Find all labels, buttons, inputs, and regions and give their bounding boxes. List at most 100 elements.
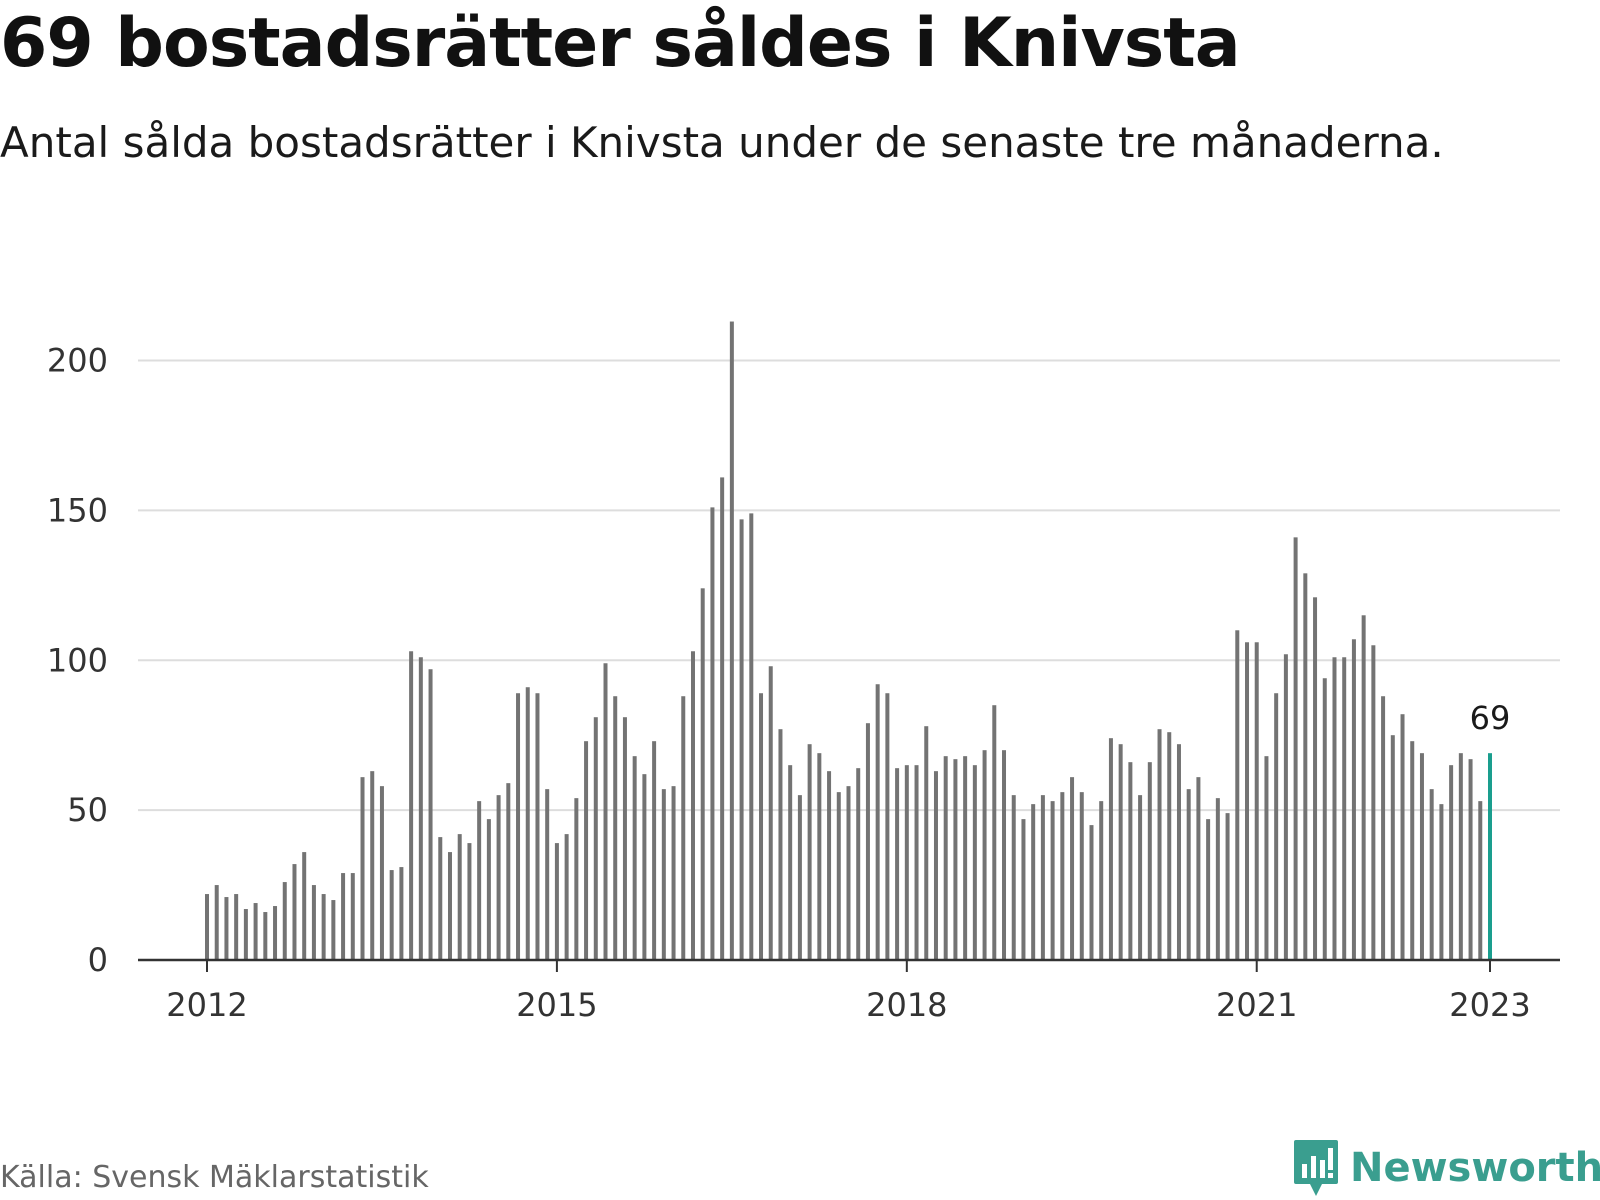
chart-title: 69 bostadsrätter såldes i Knivsta [0, 4, 1241, 83]
bar [1293, 537, 1298, 960]
bar [1050, 801, 1055, 960]
bar [963, 756, 968, 960]
x-tick-label: 2021 [1216, 986, 1297, 1024]
bar [1215, 798, 1220, 960]
bar [1031, 804, 1036, 960]
bar [321, 894, 326, 960]
bar [1225, 813, 1230, 960]
bar [1371, 645, 1376, 960]
bar [1206, 819, 1211, 960]
bar [273, 906, 278, 960]
bar [1138, 795, 1143, 960]
bar [778, 729, 783, 960]
x-tick-label: 2015 [516, 986, 597, 1024]
bar [1099, 801, 1104, 960]
bar [768, 666, 773, 960]
bar [807, 744, 812, 960]
y-tick-label: 0 [88, 941, 108, 979]
bar [409, 651, 414, 960]
bar [302, 852, 307, 960]
bar [341, 873, 346, 960]
bar [992, 705, 997, 960]
bar [399, 867, 404, 960]
bar [1439, 804, 1444, 960]
bar [759, 693, 764, 960]
bar [1245, 642, 1250, 960]
bar [720, 477, 725, 960]
y-tick-label: 150 [47, 491, 108, 529]
y-tick-label: 100 [47, 641, 108, 679]
bar [1079, 792, 1084, 960]
source-note: Källa: Svensk Mäklarstatistik [0, 1160, 429, 1195]
bar [1351, 639, 1356, 960]
bar [642, 774, 647, 960]
bar [817, 753, 822, 960]
bar [1449, 765, 1454, 960]
bar [331, 900, 336, 960]
bar [885, 693, 890, 960]
bar [360, 777, 365, 960]
bar [234, 894, 239, 960]
bars [205, 321, 1492, 961]
bar [486, 819, 491, 960]
bar [1108, 738, 1113, 960]
brand-name: Newsworthy [1350, 1145, 1600, 1191]
bar [292, 864, 297, 960]
bar-highlight [1488, 753, 1492, 960]
bar [690, 651, 695, 960]
bar [924, 726, 929, 960]
bar [584, 741, 589, 960]
bar [506, 783, 511, 960]
bar [671, 786, 676, 960]
bar [1381, 696, 1386, 960]
bar [1147, 762, 1152, 960]
bar [467, 843, 472, 960]
bar [1040, 795, 1045, 960]
bar [214, 885, 219, 960]
bar [1303, 573, 1308, 960]
bar [311, 885, 316, 960]
x-tick-label: 2023 [1449, 986, 1530, 1024]
gridlines [138, 359, 1560, 812]
bar [953, 759, 958, 960]
bar [1342, 657, 1347, 960]
bar [914, 765, 919, 960]
bar [1400, 714, 1405, 960]
bar [263, 912, 268, 960]
bar [632, 756, 637, 960]
bar [1410, 741, 1415, 960]
bar [827, 771, 832, 960]
bar [1002, 750, 1007, 960]
bar [457, 834, 462, 960]
bar [1186, 789, 1191, 960]
bar [972, 765, 977, 960]
bar [603, 663, 608, 960]
bar [1429, 789, 1434, 960]
bar [1196, 777, 1201, 960]
bar [1274, 693, 1279, 960]
bar [554, 843, 559, 960]
bar [749, 513, 754, 960]
chart-subtitle: Antal sålda bostadsrätter i Knivsta unde… [0, 118, 1444, 167]
bar [652, 741, 657, 960]
brand-logo[interactable]: Newsworthy [1292, 1138, 1600, 1198]
bar [1118, 744, 1123, 960]
axes: 0 50 100 150 200 69 2012 2015 2018 2021 2023 [47, 342, 1560, 1024]
bar [1128, 762, 1133, 960]
bar [525, 687, 530, 960]
bar [1060, 792, 1065, 960]
bar [1313, 597, 1318, 960]
bar [710, 507, 715, 960]
bar [846, 786, 851, 960]
bar [1419, 753, 1424, 960]
bar [622, 717, 627, 960]
bar [788, 765, 793, 960]
bar [389, 870, 394, 960]
bar [516, 693, 521, 960]
bar [875, 684, 880, 960]
bar [1070, 777, 1075, 960]
bar [282, 882, 287, 960]
bar [739, 519, 744, 960]
bar [253, 903, 258, 960]
